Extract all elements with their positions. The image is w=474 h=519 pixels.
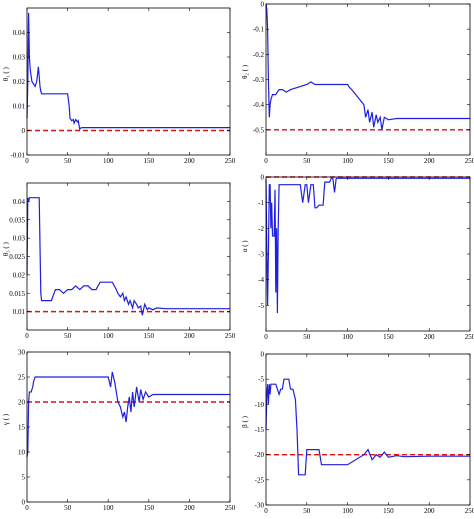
x-tick-label: 250 [225, 332, 236, 340]
y-tick-label: 0.02 [13, 271, 26, 279]
y-tick-label: 15 [18, 424, 26, 432]
y-tick-label: 0.01 [13, 103, 26, 111]
chart-panel-theta1: 0 50 100 150 200 250-0.0100.010.020.030.04θ₁ … [2, 7, 236, 165]
y-tick-label: 0.015 [9, 290, 25, 298]
y-tick-label: -3 [258, 251, 264, 259]
x-tick-label: 100 [103, 157, 114, 165]
x-tick-label: 100 [103, 332, 114, 340]
series-line [265, 177, 470, 314]
x-tick-label: 250 [225, 504, 236, 512]
x-tick-label: 150 [383, 157, 394, 165]
x-tick-label: 200 [184, 504, 195, 512]
series-line [265, 3, 470, 130]
plot-frame [26, 7, 231, 156]
chart-panel-beta: 0 50 100 150 200 250 -30 -25 -20 -15 -10 -5 0 β ( ) [241, 351, 474, 516]
y-tick-label: 0 [261, 174, 265, 182]
y-tick-label: -20 [255, 451, 265, 459]
x-tick-label: 250 [465, 507, 474, 515]
x-tick-label: 0 [264, 157, 268, 165]
chart-panel-theta2: 0 50 100 150 200 250 -0.5 -0.4 -0.3 -0.2 -0.1 0 θ₂ (… [241, 1, 474, 166]
y-tick-label: 5 [22, 474, 26, 482]
y-axis-label: γ ( ) [2, 413, 10, 426]
chart-panel-theta3: 0 50 100 150 200 250 0.01 0.015 0.02 0.025 0.03 0.0… [2, 182, 236, 340]
x-tick-label: 100 [342, 507, 353, 515]
y-tick-label: -0.3 [253, 76, 265, 84]
plot-frame [26, 351, 231, 503]
y-tick-label: 25 [18, 374, 26, 382]
x-tick-label: 250 [465, 333, 474, 341]
x-tick-label: 200 [424, 507, 435, 515]
y-axis-label: θ₁ ( ) [2, 67, 10, 82]
y-tick-label: -30 [255, 502, 265, 510]
series-line [26, 12, 230, 131]
y-tick-label: -0.2 [253, 51, 265, 59]
y-tick-label: -5 [258, 376, 264, 384]
y-tick-label: -4 [258, 276, 264, 284]
x-tick-label: 50 [303, 157, 311, 165]
plot-frame [265, 176, 471, 332]
y-tick-label: 20 [18, 399, 26, 407]
y-tick-label: -0.4 [253, 101, 265, 109]
y-tick-label: 30 [18, 349, 26, 357]
chart-panel-alpha: 0 50 100 150 200 250 -5 -4 -3 -2 -1 0 α ( ) [241, 174, 474, 342]
y-tick-label: 0.02 [13, 78, 26, 86]
x-tick-label: 0 [25, 157, 29, 165]
y-tick-label: -0.01 [10, 152, 25, 160]
y-tick-label: 0 [22, 127, 26, 135]
x-tick-label: 100 [342, 157, 353, 165]
y-tick-label: 0 [22, 499, 26, 507]
x-tick-label: 100 [103, 504, 114, 512]
y-tick-label: -1 [258, 199, 264, 207]
x-tick-label: 200 [424, 157, 435, 165]
x-tick-label: 200 [184, 332, 195, 340]
y-tick-label: -10 [255, 401, 265, 409]
y-tick-label: 0.01 [13, 308, 26, 316]
y-axis-label: α ( ) [241, 240, 249, 252]
x-tick-label: 0 [25, 332, 29, 340]
x-tick-label: 250 [465, 157, 474, 165]
plot-frame [26, 182, 231, 331]
x-tick-label: 250 [225, 157, 236, 165]
x-tick-label: 50 [64, 332, 72, 340]
x-tick-label: 50 [303, 507, 311, 515]
x-tick-label: 200 [424, 333, 435, 341]
x-tick-label: 150 [383, 507, 394, 515]
x-tick-label: 150 [144, 504, 155, 512]
y-axis-label: θ₂ ( ) [241, 64, 249, 79]
x-tick-label: 50 [64, 157, 72, 165]
x-tick-label: 150 [383, 333, 394, 341]
series-line [26, 371, 230, 458]
y-tick-label: 0 [261, 1, 265, 9]
x-tick-label: 0 [264, 507, 268, 515]
y-tick-label: -5 [258, 302, 264, 310]
x-tick-label: 50 [64, 504, 72, 512]
x-tick-label: 100 [342, 333, 353, 341]
chart-panel-gamma: 0 50 100 150 200 250 0 5 10 15 20 25 30 γ ( ) [2, 349, 236, 513]
y-tick-label: -0.1 [253, 26, 265, 34]
x-tick-label: 0 [264, 333, 268, 341]
series-line [265, 378, 470, 476]
y-tick-label: -0.5 [253, 126, 265, 134]
x-tick-label: 0 [25, 504, 29, 512]
y-tick-label: 0.03 [13, 235, 26, 243]
x-tick-label: 150 [144, 157, 155, 165]
y-tick-label: -2 [258, 225, 264, 233]
y-tick-label: 10 [18, 449, 26, 457]
y-tick-label: 0 [261, 351, 265, 359]
x-tick-label: 150 [144, 332, 155, 340]
series-line [26, 197, 230, 316]
x-tick-label: 50 [303, 333, 311, 341]
y-tick-label: -25 [255, 476, 265, 484]
plot-frame [265, 3, 471, 156]
y-tick-label: 0.04 [13, 29, 26, 37]
y-axis-label: β ( ) [241, 415, 249, 427]
y-tick-label: 0.04 [13, 198, 26, 206]
y-tick-label: 0.025 [9, 253, 25, 261]
y-axis-label: θ₃ ( ) [2, 242, 10, 257]
y-tick-label: 0.035 [9, 216, 25, 224]
y-tick-label: 0.03 [13, 54, 26, 62]
y-tick-label: -15 [255, 426, 265, 434]
x-tick-label: 200 [184, 157, 195, 165]
